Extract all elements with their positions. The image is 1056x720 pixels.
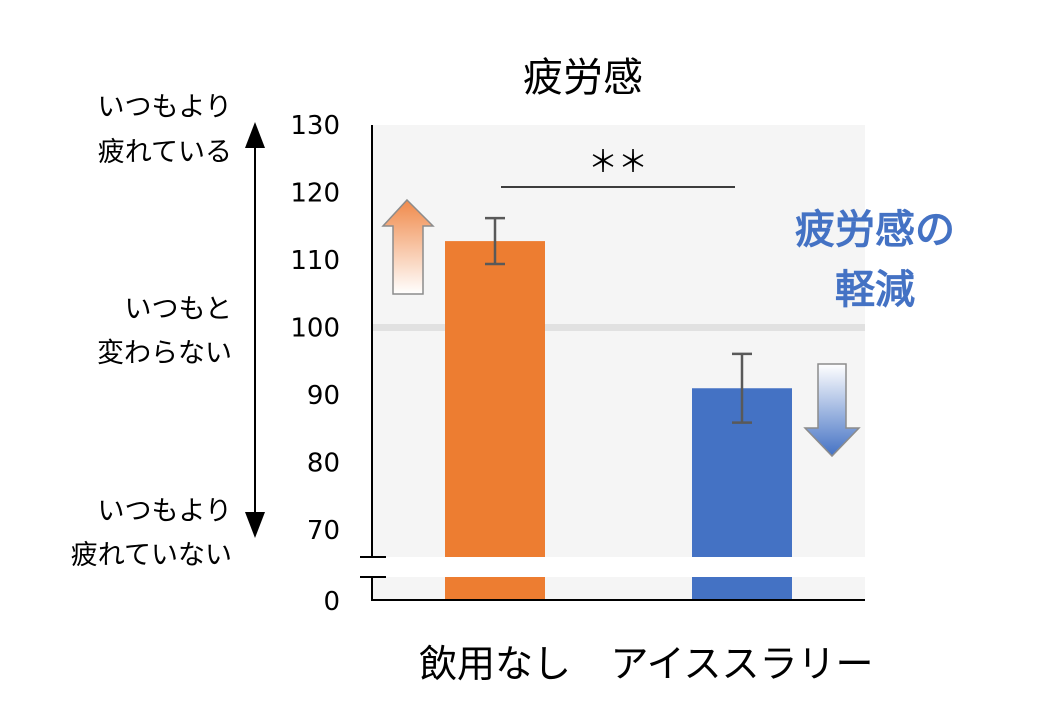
significance-label: ＊＊	[588, 145, 648, 180]
y-tick-label: 90	[307, 381, 340, 411]
scale-label-middle-line2: 変わらない	[97, 338, 232, 369]
y-tick-label: 70	[307, 516, 340, 546]
axis-break-band	[360, 557, 870, 577]
annotation-line1: 疲労感の	[795, 207, 955, 253]
chart-title: 疲労感	[523, 55, 643, 101]
error-bar-no-drink	[485, 216, 505, 266]
category-label-no-drink: 飲用なし	[419, 642, 571, 686]
y-tick-label: 120	[290, 179, 340, 209]
y-tick-label: 80	[307, 449, 340, 479]
y-tick-label: 100	[290, 314, 340, 344]
scale-arrow-up-head	[245, 122, 265, 148]
category-label-ice-slurry: アイススラリー	[611, 642, 874, 686]
scale-label-bottom-line1: いつもより	[98, 496, 232, 527]
scale-label-bottom-line2: 疲れていない	[71, 540, 232, 571]
scale-label-top-line1: いつもより	[98, 92, 232, 123]
scale-arrow-down-head	[245, 512, 265, 538]
scale-label-middle-line1: いつもと	[125, 294, 232, 325]
bar-no-drink	[445, 241, 545, 600]
y-tick-label-baseline: 0	[323, 587, 340, 617]
up-arrow-icon	[381, 198, 435, 295]
scale-label-top-line2: 疲れている	[98, 137, 232, 168]
down-arrow-icon	[803, 363, 861, 458]
error-bar-ice-slurry	[732, 352, 752, 424]
annotation-line2: 軽減	[835, 267, 915, 313]
y-tick-label: 130	[290, 111, 340, 141]
y-tick-label: 110	[290, 246, 340, 276]
